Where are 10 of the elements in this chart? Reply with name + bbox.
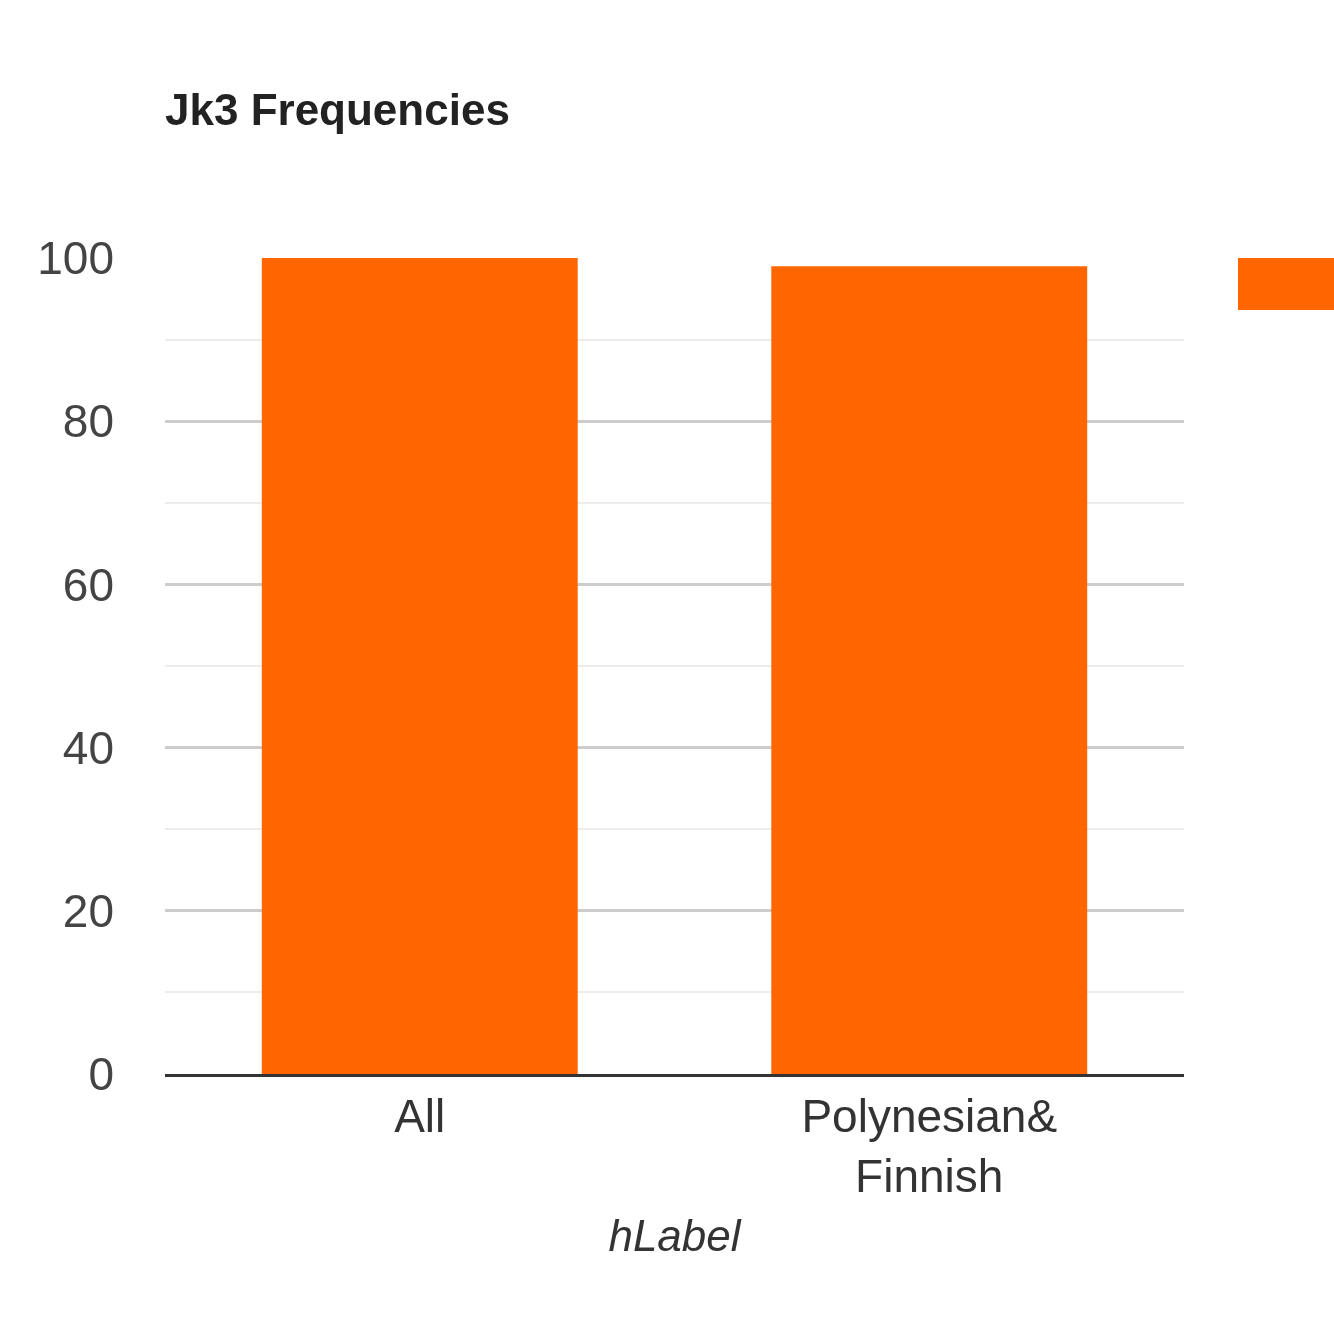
y-tick-label: 60 (62, 558, 114, 611)
chart-title: Jk3 Frequencies (165, 85, 510, 135)
y-tick-label: 20 (62, 884, 114, 937)
y-tick-label: 80 (62, 395, 114, 448)
y-tick-label: 0 (88, 1048, 114, 1101)
y-tick-label: 40 (62, 721, 114, 774)
x-axis-title: hLabel (608, 1211, 742, 1261)
x-tick-label: Polynesian& Finnish (801, 1090, 1058, 1202)
x-tick-label: All (394, 1090, 446, 1143)
y-tick-label: 100 (37, 232, 114, 285)
